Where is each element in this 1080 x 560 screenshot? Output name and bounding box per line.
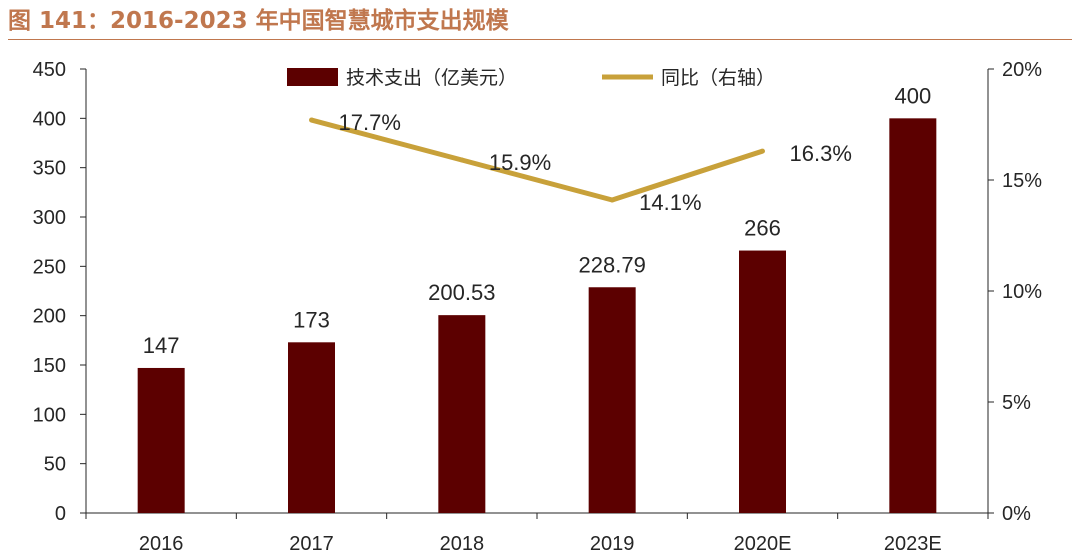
- yoy-point: [459, 157, 465, 163]
- bar-value-label: 228.79: [579, 252, 646, 277]
- x-tick-label: 2016: [139, 533, 184, 555]
- right-tick-label: 20%: [1002, 59, 1042, 81]
- legend-line-label: 同比（右轴）: [661, 67, 775, 89]
- bar: [137, 367, 185, 513]
- chart-title: 图 141：2016-2023 年中国智慧城市支出规模: [8, 8, 509, 34]
- yoy-point: [309, 117, 314, 123]
- left-tick-label: 450: [33, 59, 66, 81]
- bar: [288, 342, 335, 513]
- left-tick-label: 350: [33, 158, 66, 180]
- yoy-point: [609, 197, 615, 203]
- left-tick-label: 250: [33, 256, 66, 278]
- right-tick-label: 0%: [1002, 503, 1031, 525]
- bar-series: [137, 118, 937, 513]
- yoy-value-label: 17.7%: [339, 110, 401, 135]
- title-underline: [8, 39, 1072, 40]
- left-tick-label: 150: [33, 355, 66, 377]
- left-tick-label: 300: [33, 207, 66, 229]
- left-tick-label: 0: [55, 503, 66, 525]
- bar-value-label: 400: [894, 83, 931, 108]
- left-tick-label: 50: [44, 454, 66, 476]
- bar-value-label: 147: [143, 333, 180, 358]
- bar: [588, 287, 636, 513]
- bar-value-label: 266: [744, 216, 781, 241]
- left-tick-label: 200: [33, 306, 66, 328]
- yoy-line: [310, 117, 764, 203]
- bar-value-label: 200.53: [428, 280, 495, 305]
- yoy-value-label: 16.3%: [790, 141, 852, 166]
- yoy-point: [760, 148, 765, 154]
- x-tick-label: 2020E: [734, 533, 792, 555]
- bar: [889, 118, 937, 513]
- legend-bar-swatch: [287, 68, 338, 86]
- x-tick-label: 2017: [289, 533, 334, 555]
- x-tick-label: 2018: [440, 533, 485, 555]
- bar: [739, 250, 786, 513]
- left-tick-label: 400: [33, 108, 66, 130]
- legend-bar-label: 技术支出（亿美元）: [346, 67, 517, 89]
- bar-value-label: 173: [293, 307, 330, 332]
- right-tick-label: 15%: [1002, 170, 1042, 192]
- yoy-value-label: 15.9%: [489, 150, 551, 175]
- x-tick-label: 2019: [590, 533, 635, 555]
- legend: 技术支出（亿美元） 同比（右轴）: [287, 67, 775, 89]
- line-series: [309, 117, 765, 203]
- right-tick-label: 10%: [1002, 281, 1042, 303]
- yoy-value-label: 14.1%: [639, 190, 701, 215]
- x-tick-label: 2023E: [884, 533, 942, 555]
- bar: [438, 315, 486, 513]
- data-labels: 147 173 200.53 228.79 266 400 17.7% 15.9% 14.1% 1…: [143, 83, 931, 358]
- axes: 0 50 100 150 200 250 300 350 400 450 0% 5% 10% 15% 20%…: [33, 59, 1043, 555]
- right-tick-label: 5%: [1002, 392, 1031, 414]
- left-tick-label: 100: [33, 404, 66, 426]
